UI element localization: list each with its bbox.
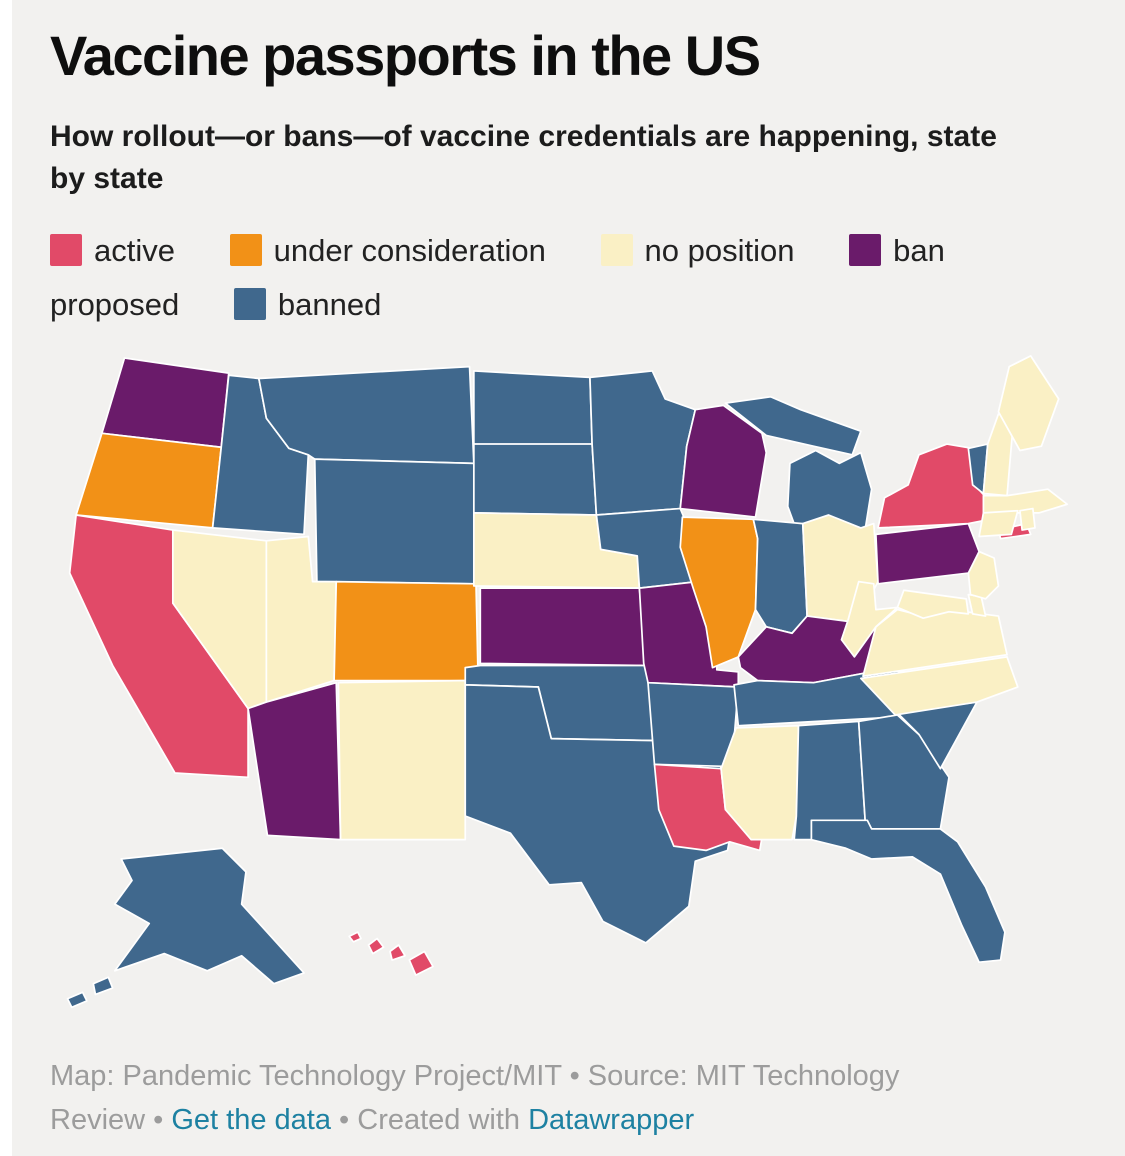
state-MT[interactable] (257, 365, 475, 465)
us-states-svg (66, 355, 1069, 1009)
state-AR[interactable] (647, 681, 740, 768)
legend-item-banned: banned (233, 287, 381, 322)
state-MI-upper-peninsula[interactable] (724, 395, 862, 456)
get-the-data-link[interactable]: Get the data (171, 1103, 331, 1136)
created-with-text: • Created with (330, 1103, 529, 1136)
us-map (46, 343, 1081, 1031)
state-ND[interactable] (472, 370, 593, 445)
state-NM[interactable] (337, 679, 467, 841)
state-AK-aleutians-1[interactable] (92, 976, 114, 996)
datawrapper-link[interactable]: Datawrapper (528, 1103, 695, 1136)
state-ME[interactable] (997, 355, 1060, 452)
state-WI[interactable] (679, 404, 768, 519)
state-NH[interactable] (982, 413, 1015, 497)
legend-item-active: active (50, 233, 175, 268)
state-WY[interactable] (313, 458, 477, 585)
state-AZ[interactable] (247, 681, 342, 841)
legend-swatch-no-position (600, 234, 633, 267)
state-HI-island-4[interactable] (408, 950, 434, 976)
state-IN[interactable] (752, 518, 808, 635)
legend-swatch-active (50, 234, 82, 267)
state-HI-island-1[interactable] (348, 931, 362, 943)
state-HI-island-2[interactable] (367, 937, 385, 955)
state-NC[interactable] (859, 656, 1019, 716)
state-FL[interactable] (810, 819, 1006, 964)
state-AK[interactable] (113, 847, 305, 985)
legend-swatch-under-consideration (229, 234, 262, 267)
attribution: Map: Pandemic Technology Project/MIT • S… (50, 1055, 960, 1142)
chart-title: Vaccine passports in the US (50, 24, 761, 87)
screen-left-edge (0, 0, 12, 1156)
legend-item-ban-proposed: ban proposed (50, 233, 945, 322)
state-MN[interactable] (589, 370, 697, 516)
state-OR[interactable] (75, 432, 223, 529)
map-source-text: Map: Pandemic Technology Project/MIT • S… (50, 1060, 900, 1136)
legend-item-no-position: no position (600, 233, 794, 268)
legend-swatch-banned (233, 287, 266, 320)
state-PA[interactable] (875, 522, 980, 585)
state-KS[interactable] (479, 587, 647, 667)
legend-item-under-consideration: under consideration (229, 233, 546, 268)
state-CT[interactable] (978, 509, 1019, 538)
state-MD[interactable] (896, 589, 970, 620)
state-AK-aleutians-2[interactable] (66, 991, 88, 1009)
legend-swatch-ban-proposed (849, 234, 882, 267)
state-HI-island-3[interactable] (389, 944, 406, 961)
state-SD[interactable] (472, 443, 598, 516)
state-CO[interactable] (333, 580, 480, 682)
chart-subtitle: How rollout—or bans—of vaccine credentia… (50, 120, 997, 196)
state-WA[interactable] (101, 357, 230, 449)
legend: active under consideration no position b… (50, 224, 1055, 331)
state-RI[interactable] (1019, 507, 1036, 531)
